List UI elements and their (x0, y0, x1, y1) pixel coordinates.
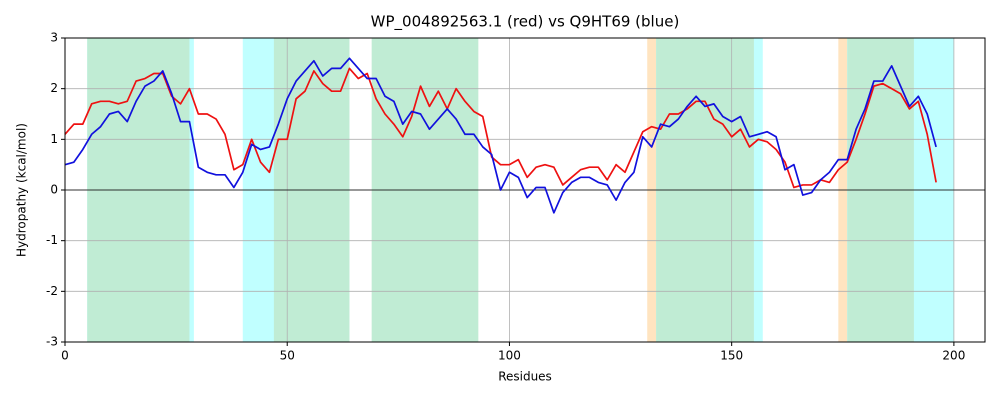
chart-title: WP_004892563.1 (red) vs Q9HT69 (blue) (371, 13, 680, 32)
x-tick-label: 200 (942, 349, 965, 363)
x-tick-label: 100 (498, 349, 521, 363)
x-tick-label: 50 (280, 349, 295, 363)
plot-area (64, 37, 985, 343)
y-tick-label: 2 (50, 81, 58, 95)
y-axis-label: Hydropathy (kcal/mol) (15, 123, 29, 257)
y-tick-label: 3 (50, 31, 58, 45)
y-tick-label: -1 (46, 233, 58, 247)
y-tick-label: 1 (50, 132, 58, 146)
x-tick-label: 150 (720, 349, 743, 363)
y-tick-label: -2 (46, 284, 58, 298)
x-tick-label: 0 (61, 349, 69, 363)
y-tick-label: -3 (46, 335, 58, 349)
series-line (64, 57, 937, 214)
x-axis-label: Residues (498, 370, 552, 384)
plot-frame (64, 37, 986, 343)
y-tick-label: 0 (50, 183, 58, 197)
series-line (64, 67, 937, 189)
